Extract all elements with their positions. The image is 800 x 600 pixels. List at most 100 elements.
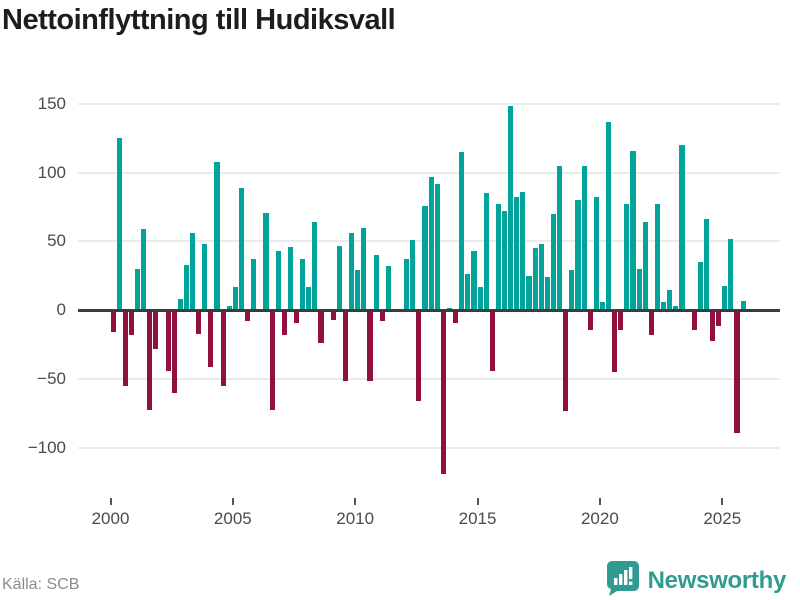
bar-2013Q3: [440, 311, 446, 475]
bar-2008Q1: [306, 286, 312, 311]
x-tick-label: 2020: [580, 509, 619, 528]
bar-2025Q4: [740, 300, 746, 311]
bar-2016Q2: [508, 106, 514, 311]
bar-2012Q4: [422, 205, 428, 311]
bar-2004Q4: [226, 306, 232, 311]
bar-2002Q4: [177, 299, 183, 311]
y-tick-label: 0: [56, 300, 66, 320]
bar-2012Q1: [404, 259, 410, 311]
bar-2002Q2: [165, 311, 171, 372]
x-tick: [721, 498, 724, 505]
bar-2014Q1: [453, 311, 459, 323]
gridline: [78, 171, 780, 174]
bar-2022Q3: [661, 302, 667, 311]
bar-2017Q1: [526, 275, 532, 311]
bar-2010Q4: [373, 255, 379, 311]
bar-2025Q2: [728, 238, 734, 311]
bar-2007Q2: [287, 246, 293, 311]
logo-text: Newsworthy: [647, 566, 787, 594]
bar-2021Q2: [630, 150, 636, 311]
bar-2011Q2: [385, 266, 391, 311]
bar-2008Q3: [318, 311, 324, 344]
bar-2000Q1: [110, 311, 116, 333]
bar-2007Q3: [294, 311, 300, 323]
bar-2022Q2: [654, 204, 661, 311]
bar-2001Q2: [141, 229, 147, 311]
x-tick: [354, 498, 357, 505]
bar-2020Q4: [618, 311, 624, 330]
bar-2017Q3: [538, 244, 544, 311]
bar-2001Q4: [153, 311, 159, 349]
bar-2020Q2: [606, 121, 612, 311]
bar-2005Q4: [251, 259, 257, 311]
bar-chart-speech-bubble-icon: [606, 560, 640, 600]
bar-2006Q2: [263, 212, 269, 311]
bar-2022Q4: [667, 289, 673, 311]
bar-2024Q3: [710, 311, 716, 341]
bar-2005Q3: [245, 311, 251, 322]
bar-2001Q3: [147, 311, 153, 410]
bar-2012Q2: [410, 240, 416, 311]
y-tick-label: 100: [37, 162, 66, 182]
x-tick-label: 2000: [91, 509, 130, 528]
bar-2008Q2: [312, 222, 318, 311]
chart-title: Nettoinflyttning till Hudiksvall: [2, 4, 396, 36]
bar-2015Q2: [483, 193, 489, 311]
gridline: [78, 102, 780, 105]
bar-2022Q1: [648, 311, 654, 336]
x-tick: [476, 498, 479, 505]
bar-2021Q1: [624, 204, 630, 311]
bar-2014Q2: [459, 151, 465, 311]
bar-2009Q4: [349, 233, 355, 311]
bar-2016Q1: [502, 211, 508, 311]
gridline: [78, 378, 780, 381]
bar-2019Q2: [581, 165, 587, 311]
bar-2020Q3: [612, 311, 618, 373]
bar-2021Q3: [636, 268, 642, 311]
bar-2018Q3: [563, 311, 569, 411]
gridline: [78, 447, 780, 450]
bar-2013Q2: [434, 183, 440, 311]
bar-2023Q1: [673, 306, 679, 311]
bar-2024Q4: [716, 311, 722, 326]
bar-2006Q4: [275, 251, 281, 311]
x-tick: [231, 498, 234, 505]
x-tick-label: 2010: [336, 509, 375, 528]
bar-2006Q3: [269, 311, 275, 410]
source-note: Källa: SCB: [2, 576, 80, 593]
bar-2000Q4: [128, 311, 134, 336]
bar-2019Q3: [587, 311, 593, 330]
bar-2007Q1: [281, 311, 287, 336]
x-tick-label: 2025: [703, 509, 742, 528]
bar-2021Q4: [642, 222, 648, 311]
bar-2020Q1: [599, 302, 605, 311]
bar-2015Q3: [489, 311, 495, 372]
bar-2012Q3: [416, 311, 422, 402]
bar-2014Q4: [471, 251, 477, 311]
bar-2019Q1: [575, 200, 581, 311]
y-tick-label: 150: [37, 93, 66, 113]
bar-2018Q4: [569, 270, 575, 311]
bar-2024Q2: [703, 219, 709, 311]
bar-2003Q4: [202, 244, 208, 311]
bar-2025Q3: [734, 311, 740, 433]
bar-2009Q2: [336, 245, 342, 311]
bar-2000Q2: [116, 138, 122, 311]
bar-2003Q2: [190, 233, 196, 311]
bar-2023Q4: [691, 311, 697, 330]
bar-2016Q3: [514, 197, 520, 311]
bar-2014Q3: [465, 274, 471, 311]
bar-2023Q2: [679, 145, 685, 311]
bar-2018Q2: [557, 165, 563, 311]
bar-2013Q1: [428, 176, 434, 311]
bar-2017Q4: [544, 277, 550, 311]
bar-2000Q3: [122, 311, 128, 387]
zero-line: [78, 308, 780, 312]
bar-2017Q2: [532, 248, 538, 311]
bar-2002Q3: [171, 311, 177, 394]
newsworthy-logo: Newsworthy: [606, 560, 786, 600]
bar-2004Q1: [208, 311, 214, 367]
bar-2010Q3: [367, 311, 373, 381]
